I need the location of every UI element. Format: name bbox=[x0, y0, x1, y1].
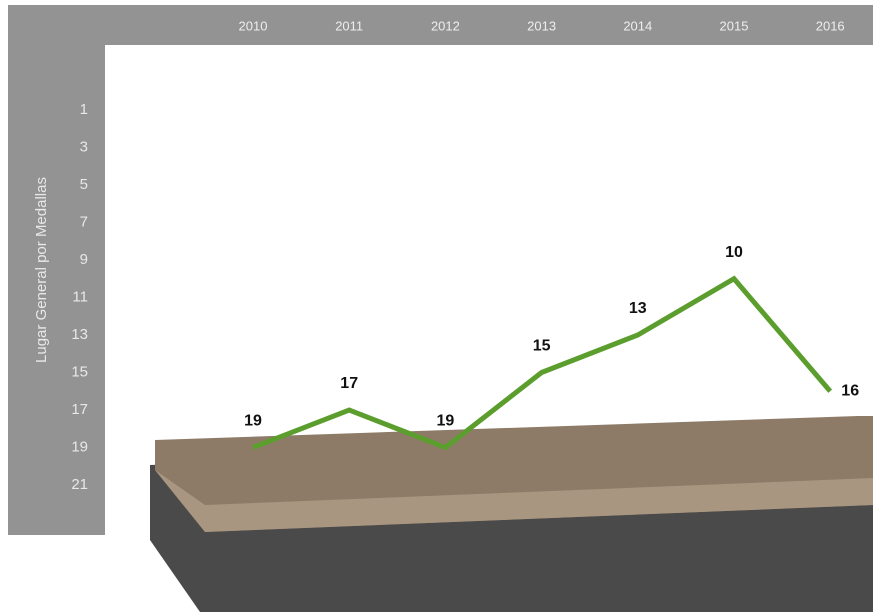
value-label: 10 bbox=[725, 244, 743, 261]
y-axis-label: Lugar General por Medallas bbox=[33, 177, 50, 363]
y-tick-label: 21 bbox=[71, 476, 88, 493]
platform-edge bbox=[155, 470, 873, 532]
y-tick-label: 1 bbox=[80, 101, 88, 118]
x-tick-label: 2011 bbox=[335, 18, 363, 33]
x-tick-label: 2014 bbox=[623, 18, 652, 33]
x-tick-label: 2013 bbox=[527, 18, 556, 33]
x-tick-label: 2015 bbox=[720, 18, 749, 33]
y-tick-label: 5 bbox=[80, 176, 88, 193]
value-label: 19 bbox=[244, 413, 262, 430]
data-line bbox=[252, 275, 833, 451]
x-tick-label: 2012 bbox=[431, 18, 460, 33]
value-label: 16 bbox=[841, 382, 859, 399]
y-tick-label: 11 bbox=[72, 288, 88, 305]
x-tick-label: 2010 bbox=[239, 18, 268, 33]
x-tick-label: 2016 bbox=[816, 18, 845, 33]
y-tick-label: 9 bbox=[80, 251, 88, 268]
top-band bbox=[8, 5, 873, 45]
value-label: 19 bbox=[437, 413, 455, 430]
value-label: 15 bbox=[533, 338, 551, 355]
value-label: 17 bbox=[340, 375, 358, 392]
y-tick-label: 17 bbox=[71, 401, 88, 418]
y-tick-label: 3 bbox=[80, 138, 88, 155]
value-label: 13 bbox=[629, 300, 647, 317]
y-tick-label: 7 bbox=[80, 213, 88, 230]
y-tick-label: 13 bbox=[71, 326, 88, 343]
y-tick-label: 19 bbox=[71, 438, 88, 455]
left-band bbox=[8, 5, 105, 535]
y-tick-label: 15 bbox=[71, 363, 88, 380]
